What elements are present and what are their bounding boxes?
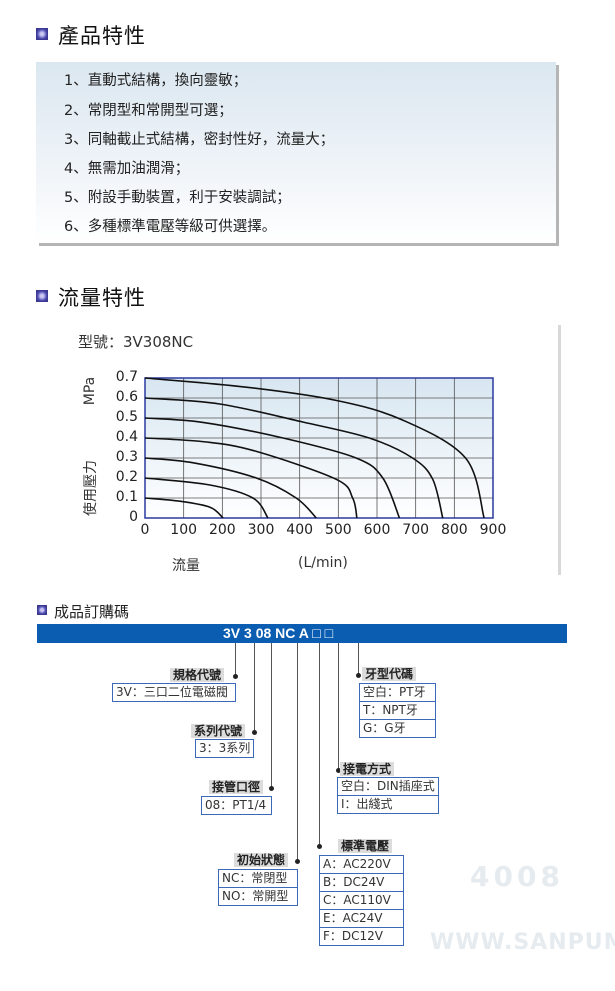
side-divider bbox=[558, 325, 561, 575]
leader-line bbox=[235, 643, 236, 676]
order-code: 3V 3 08 NC A □ □ bbox=[223, 625, 334, 641]
connector-dot bbox=[252, 730, 257, 735]
flow-curve bbox=[144, 397, 444, 519]
flow-curve bbox=[144, 437, 358, 519]
series-code-box: 3：3系列 bbox=[195, 739, 254, 758]
flow-chart bbox=[144, 377, 494, 519]
section-bullet-icon bbox=[36, 290, 48, 302]
option-cell: E：AC24V bbox=[320, 910, 403, 928]
flow-curve bbox=[144, 457, 317, 519]
x-tick-label: 300 bbox=[247, 522, 275, 538]
feature-item: 5、附設手動裝置，利于安裝調試； bbox=[64, 190, 291, 206]
thread-code-box: 空白：PT牙 T：NPT牙 G：G牙 bbox=[359, 683, 436, 738]
option-cell: NO：常開型 bbox=[222, 889, 289, 903]
initial-state-box: NC：常閉型 NO：常開型 bbox=[218, 869, 298, 906]
feature-item: 6、多種標準電壓等級可供選擇。 bbox=[64, 219, 277, 235]
connector-dot bbox=[356, 673, 361, 678]
flow-curve bbox=[144, 497, 224, 519]
y-tick-label: 0.6 bbox=[115, 389, 138, 405]
x-tick-label: 600 bbox=[363, 522, 391, 538]
flow-curve bbox=[144, 377, 485, 519]
spec-code-box: 3V：三口二位電磁閥 bbox=[112, 683, 236, 702]
x-tick-label: 700 bbox=[402, 522, 430, 538]
option-cell: C：AC110V bbox=[320, 892, 403, 910]
x-tick-label: 100 bbox=[170, 522, 198, 538]
order-title: 成品訂購碼 bbox=[54, 603, 130, 621]
option-cell: G：G牙 bbox=[363, 721, 406, 735]
x-tick-label: 400 bbox=[286, 522, 314, 538]
option-cell: 空白：PT牙 bbox=[360, 684, 435, 702]
flow-curve bbox=[144, 417, 401, 519]
x-tick-label: 900 bbox=[479, 522, 507, 538]
x-tick-label: 0 bbox=[140, 522, 150, 538]
x-axis-label: 流量 bbox=[172, 558, 200, 574]
watermark-url: WWW.SANPUM bbox=[430, 930, 615, 955]
section-bullet-icon bbox=[36, 28, 48, 40]
feature-item: 2、常閉型和常開型可選； bbox=[64, 103, 233, 119]
leader-line bbox=[254, 643, 255, 732]
features-box: 1、直動式結構，換向靈敏； 2、常閉型和常開型可選； 3、同軸截止式結構，密封性… bbox=[36, 62, 556, 243]
x-tick-label: 200 bbox=[208, 522, 236, 538]
option-cell: A：AC220V bbox=[320, 856, 403, 874]
leader-line bbox=[271, 643, 272, 788]
leader-line bbox=[319, 643, 320, 846]
y-tick-label: 0.7 bbox=[115, 369, 138, 385]
watermark-number: 4008 bbox=[470, 860, 564, 893]
section-bullet-icon bbox=[37, 605, 47, 615]
port-size-label: 接管口徑 bbox=[209, 780, 264, 794]
spec-code-label: 規格代號 bbox=[170, 668, 225, 682]
voltage-label: 標準電壓 bbox=[338, 839, 393, 853]
wiring-label: 接電方式 bbox=[340, 762, 395, 776]
option-cell: 空白：DIN插座式 bbox=[338, 778, 438, 796]
plot-frame bbox=[144, 377, 494, 519]
feature-item: 3、同軸截止式結構，密封性好，流量大； bbox=[64, 132, 335, 148]
flow-title: 流量特性 bbox=[58, 286, 146, 310]
option-cell: B：DC24V bbox=[320, 874, 403, 892]
series-code-label: 系列代號 bbox=[191, 724, 246, 738]
leader-line bbox=[338, 643, 339, 770]
y-tick-label: 0.5 bbox=[115, 409, 138, 425]
y-tick-label: 0.2 bbox=[115, 469, 138, 485]
connector-dot bbox=[336, 768, 341, 773]
model-label: 型號：3V308NC bbox=[78, 333, 194, 351]
feature-item: 1、直動式結構，換向靈敏； bbox=[64, 73, 248, 89]
option-cell: F：DC12V bbox=[323, 929, 384, 943]
leader-line bbox=[297, 643, 298, 861]
wiring-box: 空白：DIN插座式 I：出綫式 bbox=[337, 777, 439, 814]
connector-dot bbox=[295, 859, 300, 864]
order-code-bar: 3V 3 08 NC A □ □ bbox=[37, 624, 567, 643]
features-title: 產品特性 bbox=[58, 24, 146, 48]
voltage-box: A：AC220V B：DC24V C：AC110V E：AC24V F：DC12… bbox=[319, 855, 404, 946]
connector-dot bbox=[317, 844, 322, 849]
option-cell: NC：常閉型 bbox=[219, 870, 297, 888]
y-tick-label: 0.3 bbox=[115, 449, 138, 465]
option-cell: 3：3系列 bbox=[199, 741, 251, 755]
y-tick-label: 0.4 bbox=[115, 429, 138, 445]
option-cell: 08：PT1/4 bbox=[205, 798, 267, 812]
thread-code-label: 牙型代碼 bbox=[362, 667, 417, 681]
port-size-box: 08：PT1/4 bbox=[201, 796, 272, 815]
feature-item: 4、無需加油潤滑； bbox=[64, 161, 190, 177]
x-axis-unit: (L/min) bbox=[298, 555, 348, 571]
y-tick-label: 0 bbox=[129, 509, 138, 525]
flow-curve bbox=[144, 477, 269, 519]
x-tick-label: 800 bbox=[440, 522, 468, 538]
leader-line bbox=[358, 643, 359, 675]
option-cell: 3V：三口二位電磁閥 bbox=[116, 685, 228, 699]
initial-state-label: 初始狀態 bbox=[234, 853, 289, 867]
plot-area bbox=[145, 378, 493, 518]
y-tick-label: 0.1 bbox=[115, 489, 138, 505]
connector-dot bbox=[269, 786, 274, 791]
option-cell: T：NPT牙 bbox=[360, 702, 435, 720]
option-cell: I：出綫式 bbox=[341, 797, 393, 811]
connector-dot bbox=[233, 674, 238, 679]
x-tick-label: 500 bbox=[324, 522, 352, 538]
